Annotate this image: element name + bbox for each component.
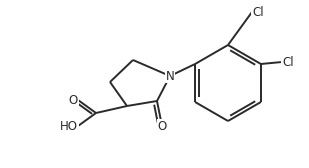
Text: N: N <box>166 70 174 82</box>
Text: Cl: Cl <box>252 6 264 18</box>
Text: HO: HO <box>60 119 78 133</box>
Text: O: O <box>69 94 78 107</box>
Text: O: O <box>157 119 167 133</box>
Text: Cl: Cl <box>282 55 294 69</box>
